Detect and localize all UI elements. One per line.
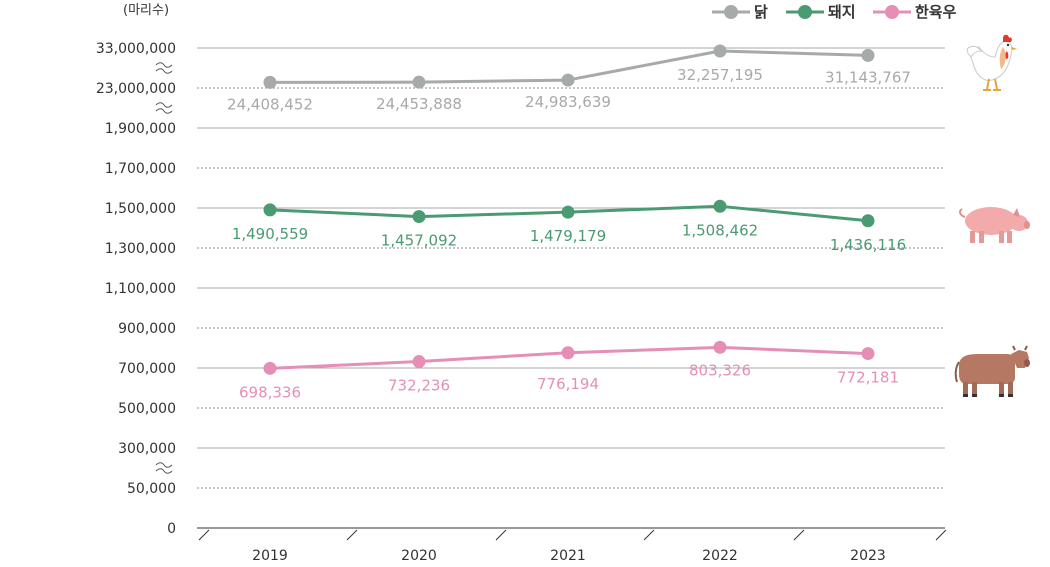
cow-icon bbox=[954, 345, 1030, 397]
y-tick-label: 0 bbox=[167, 521, 176, 537]
x-axis-separator bbox=[643, 529, 655, 541]
data-label: 776,194 bbox=[537, 375, 599, 393]
data-label: 698,336 bbox=[239, 383, 301, 401]
data-label: 24,453,888 bbox=[376, 95, 462, 113]
legend-item: 돼지 bbox=[786, 3, 856, 21]
x-axis-separator bbox=[793, 529, 805, 541]
y-tick-label: 1,500,000 bbox=[105, 201, 176, 217]
data-point bbox=[713, 44, 727, 58]
data-point bbox=[412, 75, 426, 89]
data-point bbox=[561, 73, 575, 87]
x-axis-separator bbox=[346, 529, 358, 541]
x-tick-label: 2023 bbox=[850, 548, 886, 563]
data-label: 1,436,116 bbox=[830, 236, 906, 254]
data-point bbox=[412, 210, 426, 224]
x-tick-label: 2021 bbox=[550, 548, 586, 563]
y-tick-label: 33,000,000 bbox=[96, 41, 176, 57]
y-tick-label: 1,100,000 bbox=[105, 281, 176, 297]
legend-swatch-marker bbox=[798, 5, 812, 19]
data-point bbox=[713, 199, 727, 213]
axis-break-symbol bbox=[155, 102, 173, 114]
data-point bbox=[561, 346, 575, 360]
series-layer: 24,408,452 24,453,888 24,983,639 32,257,195… bbox=[227, 44, 911, 401]
data-label: 772,181 bbox=[837, 369, 899, 387]
data-point bbox=[263, 203, 277, 217]
series-2: 1,490,559 1,457,092 1,479,179 1,508,462 1,43… bbox=[232, 199, 906, 254]
data-label: 1,508,462 bbox=[682, 221, 758, 239]
axis-break-symbol bbox=[155, 462, 173, 474]
legend: 닭 돼지 한육우 bbox=[712, 3, 957, 21]
x-tick-label: 2019 bbox=[252, 548, 288, 563]
y-tick-label: 900,000 bbox=[118, 321, 176, 337]
y-tick-label: 1,900,000 bbox=[105, 121, 176, 137]
x-axis-separator bbox=[198, 529, 210, 541]
data-label: 1,479,179 bbox=[530, 227, 606, 245]
y-tick-label: 300,000 bbox=[118, 441, 176, 457]
y-tick-label: 23,000,000 bbox=[96, 81, 176, 97]
series-3: 698,336 732,236 776,194 803,326 772,181 bbox=[239, 340, 899, 401]
data-label: 803,326 bbox=[689, 361, 751, 379]
axis-breaks bbox=[155, 62, 173, 474]
data-label: 1,457,092 bbox=[381, 232, 457, 250]
legend-swatch-marker bbox=[885, 5, 899, 19]
x-axis-separator bbox=[495, 529, 507, 541]
y-axis-ticks: 33,000,000 23,000,000 1,900,000 1,700,000 1,… bbox=[96, 41, 176, 537]
legend-item: 닭 bbox=[712, 3, 768, 21]
legend-item: 한육우 bbox=[873, 3, 957, 21]
axis-break-symbol bbox=[155, 62, 173, 74]
grid bbox=[197, 47, 945, 489]
legend-label: 돼지 bbox=[828, 3, 856, 21]
x-tick-label: 2022 bbox=[702, 548, 738, 563]
data-point bbox=[263, 75, 277, 89]
data-label: 24,983,639 bbox=[525, 93, 611, 111]
data-point bbox=[861, 347, 875, 361]
legend-label: 한육우 bbox=[915, 3, 957, 21]
y-unit-label: (마리수) bbox=[123, 3, 169, 18]
x-axis-separator bbox=[935, 529, 947, 541]
y-tick-label: 1,700,000 bbox=[105, 161, 176, 177]
data-point bbox=[861, 48, 875, 62]
data-point bbox=[713, 340, 727, 354]
pig-icon bbox=[959, 207, 1030, 243]
data-label: 32,257,195 bbox=[677, 66, 763, 84]
data-point bbox=[861, 214, 875, 228]
legend-swatch-marker bbox=[724, 5, 738, 19]
x-axis: 2019 2020 2021 2022 2023 bbox=[197, 527, 947, 564]
data-label: 732,236 bbox=[388, 377, 450, 395]
y-tick-label: 700,000 bbox=[118, 361, 176, 377]
data-point bbox=[561, 205, 575, 219]
data-label: 1,490,559 bbox=[232, 225, 308, 243]
legend-label: 닭 bbox=[754, 3, 768, 21]
data-point bbox=[263, 361, 277, 375]
animal-icons bbox=[954, 34, 1030, 397]
y-tick-label: 50,000 bbox=[127, 481, 176, 497]
y-tick-label: 1,300,000 bbox=[105, 241, 176, 257]
data-point bbox=[412, 355, 426, 369]
series-1: 24,408,452 24,453,888 24,983,639 32,257,195… bbox=[227, 44, 911, 113]
chicken-icon bbox=[966, 34, 1017, 91]
x-tick-label: 2020 bbox=[401, 548, 437, 563]
data-label: 31,143,767 bbox=[825, 68, 911, 86]
data-label: 24,408,452 bbox=[227, 95, 313, 113]
y-tick-label: 500,000 bbox=[118, 401, 176, 417]
